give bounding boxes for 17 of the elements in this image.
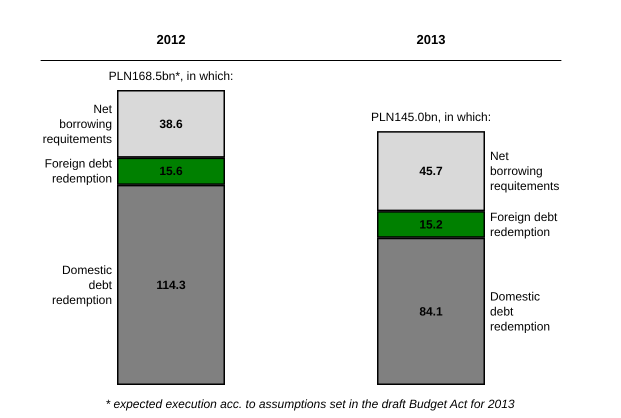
- x-tick-label: 2013: [416, 32, 446, 47]
- data-label: 114.3: [156, 278, 186, 292]
- series-label: Domestic debt redemption: [52, 262, 113, 307]
- series-label: Foreign debt redemption: [44, 156, 113, 186]
- text: Net borrowing requitements: [490, 149, 560, 194]
- data-label: 15.6: [159, 164, 183, 178]
- series-label: Net borrowing requitements: [42, 102, 113, 146]
- annotation: PLN145.0bn, in which:: [370, 110, 492, 124]
- text: Domestic debt redemption: [490, 289, 550, 334]
- text: Foreign debt redemption: [490, 210, 558, 239]
- annotation: PLN168.5bn*, in which:: [108, 69, 234, 83]
- text: * expected execution acc. to assumptions set in the draft Budget Act for 2013: [105, 397, 515, 411]
- x-tick-label: 2012: [156, 32, 186, 47]
- data-label: 15.2: [419, 217, 443, 232]
- data-label: 45.7: [419, 164, 443, 178]
- data-label: 84.1: [419, 304, 443, 318]
- data-label: 38.6: [159, 116, 183, 131]
